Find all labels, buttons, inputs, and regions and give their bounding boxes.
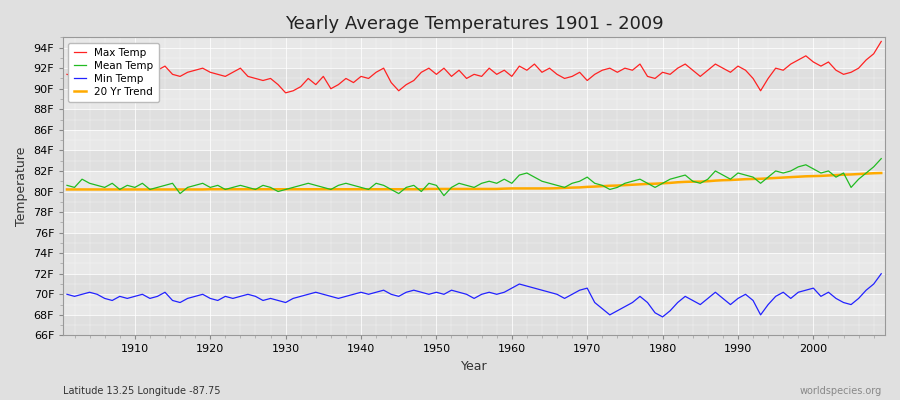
20 Yr Trend [288,187,299,192]
20 Yr Trend [122,187,132,192]
Max Temp [514,64,525,68]
Mean Temp [876,156,886,161]
Min Temp [499,290,509,295]
Line: Max Temp: Max Temp [67,42,881,93]
20 Yr Trend [876,171,886,176]
Min Temp [333,296,344,301]
Max Temp [61,72,72,77]
Mean Temp [438,193,449,198]
Bar [63,68,885,89]
20 Yr Trend [61,187,72,192]
20 Yr Trend [507,186,517,191]
Text: worldspecies.org: worldspecies.org [800,386,882,396]
Max Temp [295,84,306,89]
X-axis label: Year: Year [461,360,488,373]
Line: Min Temp: Min Temp [67,274,881,317]
Bar [63,192,885,212]
Min Temp [122,296,132,301]
20 Yr Trend [333,187,344,192]
Line: 20 Yr Trend: 20 Yr Trend [67,173,881,190]
Mean Temp [61,183,72,188]
Bar [63,274,885,294]
Title: Yearly Average Temperatures 1901 - 2009: Yearly Average Temperatures 1901 - 2009 [284,15,663,33]
Max Temp [280,90,291,95]
Bar [63,109,885,130]
20 Yr Trend [597,184,608,188]
Max Temp [876,39,886,44]
Max Temp [605,66,616,70]
Mean Temp [514,173,525,178]
Min Temp [876,271,886,276]
Min Temp [657,314,668,319]
Mean Temp [605,187,616,192]
Max Temp [340,76,351,81]
Max Temp [507,74,517,79]
Mean Temp [288,185,299,190]
Mean Temp [333,183,344,188]
Line: Mean Temp: Mean Temp [67,159,881,196]
20 Yr Trend [499,186,509,191]
Bar [63,233,885,253]
Y-axis label: Temperature: Temperature [15,147,28,226]
Min Temp [507,286,517,290]
Min Temp [61,292,72,297]
Max Temp [122,72,132,77]
Bar [63,315,885,336]
Legend: Max Temp, Mean Temp, Min Temp, 20 Yr Trend: Max Temp, Mean Temp, Min Temp, 20 Yr Tre… [68,42,158,102]
Text: Latitude 13.25 Longitude -87.75: Latitude 13.25 Longitude -87.75 [63,386,220,396]
Mean Temp [507,181,517,186]
Min Temp [597,306,608,311]
Mean Temp [122,183,132,188]
Bar [63,150,885,171]
Min Temp [288,296,299,301]
